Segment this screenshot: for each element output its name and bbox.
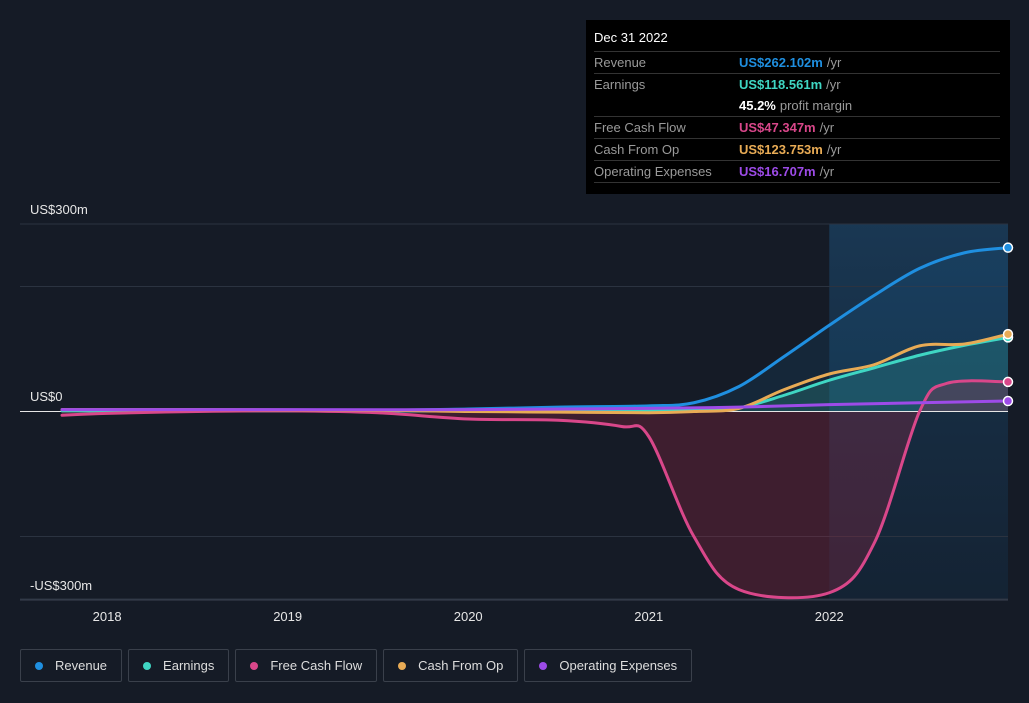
tooltip-row-unit: /yr bbox=[826, 77, 841, 92]
tooltip-row-value: 45.2% bbox=[739, 98, 776, 113]
tooltip-row: Cash From Op US$123.753m/yr bbox=[594, 138, 1000, 160]
tooltip-row-label: Revenue bbox=[594, 55, 647, 70]
x-tick-label: 2020 bbox=[454, 609, 483, 624]
cash-from-op-end-point bbox=[1002, 328, 1014, 340]
x-tick-label: 2022 bbox=[815, 609, 844, 624]
tooltip-row-unit: /yr bbox=[819, 120, 835, 135]
tooltip-row-label: Free Cash Flow bbox=[594, 120, 686, 135]
legend-dot-icon bbox=[143, 661, 152, 670]
legend: Revenue Earnings Free Cash Flow Cash From O… bbox=[20, 649, 693, 682]
operating-expenses-end-point bbox=[1002, 395, 1014, 407]
tooltip-row: Earnings US$118.561m/yr bbox=[594, 73, 1000, 95]
y-label-zero: US$0 bbox=[30, 389, 63, 404]
revenue-end-point bbox=[1002, 242, 1014, 253]
legend-item-cash-from-op[interactable]: Cash From Op bbox=[383, 649, 519, 682]
legend-item-revenue[interactable]: Revenue bbox=[20, 649, 123, 682]
tooltip-row-label: Cash From Op bbox=[594, 142, 680, 157]
legend-label: Operating Expenses bbox=[559, 658, 678, 673]
tooltip-row-label: Operating Expenses bbox=[594, 164, 712, 179]
free-cash-flow-end-point bbox=[1002, 376, 1014, 388]
y-label-top: US$300m bbox=[30, 202, 88, 217]
operating-expenses-line bbox=[60, 399, 1010, 412]
legend-dot-icon bbox=[250, 661, 259, 670]
x-tick-label: 2021 bbox=[634, 609, 663, 624]
tooltip-row-value: US$47.347m bbox=[739, 120, 816, 135]
tooltip-row-value: US$118.561m bbox=[739, 77, 823, 92]
revenue-area bbox=[62, 247, 1008, 412]
legend-item-free-cash-flow[interactable]: Free Cash Flow bbox=[235, 649, 378, 682]
legend-label: Cash From Op bbox=[418, 658, 504, 673]
tooltip-row: Free Cash Flow US$47.347m/yr bbox=[594, 116, 1000, 138]
tooltip-row: Operating Expenses US$16.707m/yr bbox=[594, 160, 1000, 182]
tooltip-row-unit: /yr bbox=[826, 142, 842, 157]
tooltip-row-value: US$123.753m bbox=[739, 142, 823, 157]
legend-dot-icon bbox=[35, 661, 43, 670]
legend-label: Earnings bbox=[163, 658, 215, 673]
y-label-bottom: -US$300m bbox=[30, 578, 93, 593]
x-tick-label: 2019 bbox=[273, 609, 302, 624]
legend-item-operating-expenses[interactable]: Operating Expenses bbox=[524, 649, 693, 682]
legend-dot-icon bbox=[539, 661, 548, 670]
legend-item-earnings[interactable]: Earnings bbox=[128, 649, 230, 682]
legend-label: Revenue bbox=[55, 658, 108, 673]
legend-dot-icon bbox=[398, 661, 407, 670]
tooltip-row-value: US$16.707m bbox=[739, 164, 816, 179]
free-cash-flow-area bbox=[62, 380, 1008, 598]
tooltip-row-label: Earnings bbox=[594, 77, 646, 92]
tooltip-date: Dec 31 2022 bbox=[594, 30, 668, 45]
tooltip-row-unit: profit margin bbox=[779, 98, 853, 113]
tooltip-row-value: US$262.102m bbox=[739, 55, 823, 70]
tooltip-row-unit: /yr bbox=[819, 164, 835, 179]
tooltip-row-unit: /yr bbox=[826, 55, 842, 70]
legend-label: Free Cash Flow bbox=[270, 658, 363, 673]
tooltip-row: 45.2% profit margin bbox=[594, 95, 1000, 116]
tooltip: Dec 31 2022 Revenue US$262.102m/yr Earning… bbox=[586, 20, 1010, 194]
tooltip-row: Revenue US$262.102m/yr bbox=[594, 51, 1000, 73]
x-tick-label: 2018 bbox=[93, 609, 122, 624]
